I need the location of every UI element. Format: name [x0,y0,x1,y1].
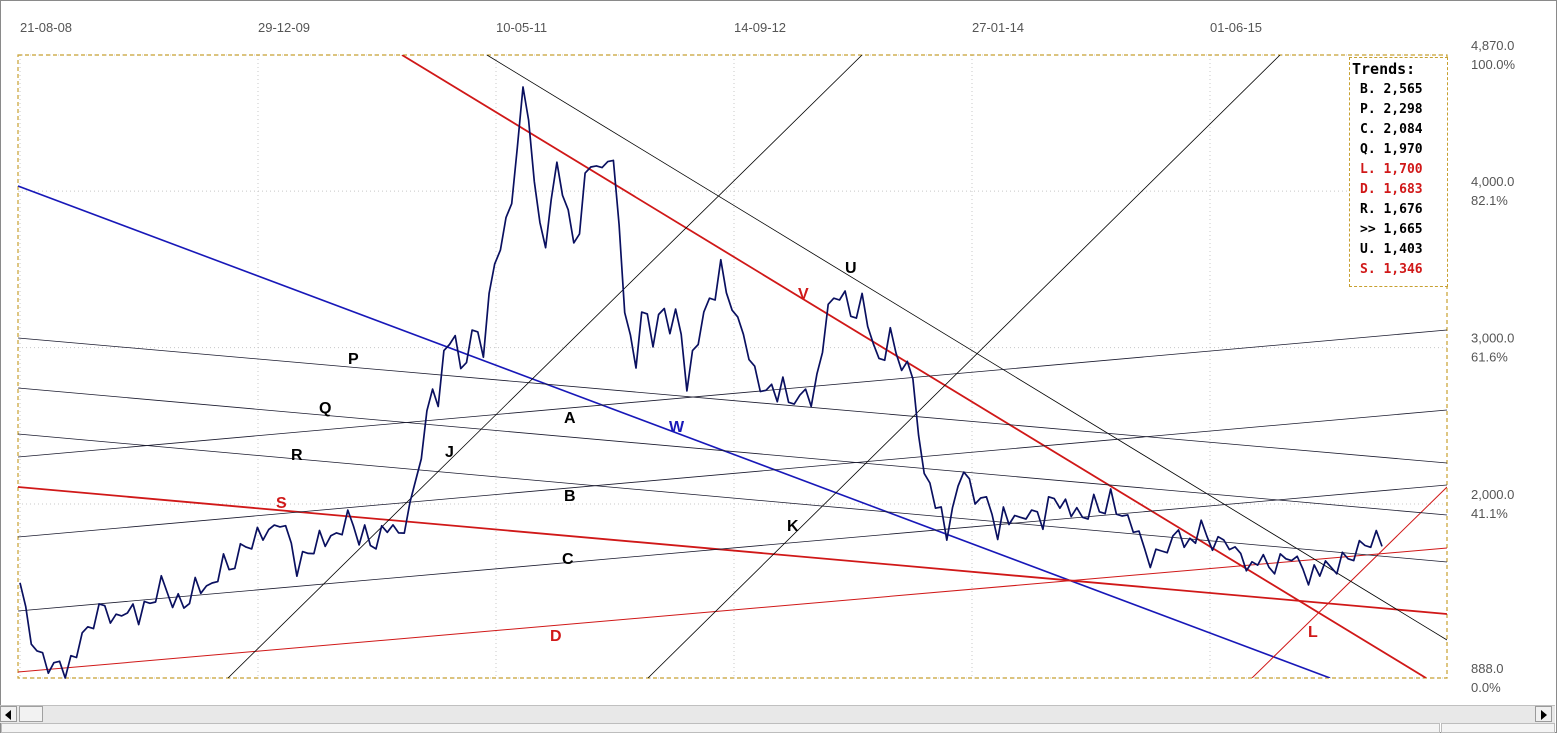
trend-legend-row: R. 1,676 [1360,202,1423,217]
trend-label-a: A [564,410,576,427]
trend-legend-key: U. [1360,242,1384,257]
trend-line-thick-red-s [18,486,1447,615]
trend-legend-value: 1,683 [1383,182,1423,197]
y-tick-label: 3,000.0 [1471,331,1514,346]
trend-label-c: C [562,551,574,568]
trend-legend-value: 1,676 [1383,202,1423,217]
y-tick-label: 2,000.0 [1471,487,1514,502]
y-tick-label: 4,870.0 [1471,38,1514,53]
x-tick-label: 29-12-09 [258,20,310,35]
trend-label-d: D [550,628,562,645]
trend-legend-row: S. 1,346 [1360,262,1423,277]
horizontal-scrollbar[interactable] [0,705,1555,723]
trend-line-black-q [18,387,1447,516]
scroll-right-button[interactable] [1535,706,1552,722]
trend-legend-value: 1,403 [1383,242,1423,257]
y-tick-percent-label: 0.0% [1471,680,1501,695]
trend-legend-row: L. 1,700 [1360,162,1423,177]
trend-line-thin-blue [18,185,1331,678]
status-cell-main [1,723,1440,733]
trends-legend-title: Trends: [1352,60,1416,78]
trend-legend-key: B. [1360,82,1384,97]
trend-label-w: W [669,419,685,436]
trend-line-black-b [18,409,1447,538]
trend-legend-key: P. [1360,102,1384,117]
trend-line-thin-red-d [18,547,1447,673]
y-tick-percent-label: 41.1% [1471,506,1508,521]
trend-legend-key: D. [1360,182,1384,197]
trend-legend-value: 2,084 [1383,122,1423,137]
trend-legend-value: 2,298 [1383,102,1423,117]
trend-legend-value: 1,665 [1383,222,1423,237]
arrow-left-icon [5,710,11,720]
scroll-thumb[interactable] [19,706,43,722]
scroll-left-button[interactable] [0,706,17,722]
trend-legend-key: C. [1360,122,1384,137]
y-tick-percent-label: 100.0% [1471,57,1516,72]
trend-label-b: B [564,488,576,505]
trend-legend-row: >> 1,665 [1360,222,1423,237]
trend-label-p: P [348,351,359,368]
trend-line-thin-red-l [1251,486,1447,678]
trend-label-u: U [845,260,857,277]
y-tick-label: 888.0 [1471,661,1504,676]
x-tick-label: 01-06-15 [1210,20,1262,35]
arrow-right-icon [1541,710,1547,720]
trend-line-black-p [18,337,1447,464]
trend-legend-value: 2,565 [1383,82,1423,97]
trend-line-black-a [18,329,1447,458]
plot-border [17,54,1448,679]
chart-canvas: 21-08-08 29-12-09 10-05-11 14-09-12 27-01-14… [17,20,1516,695]
trend-legend-row: B. 2,565 [1360,82,1423,97]
trend-legend-key: S. [1360,262,1384,277]
trend-legend-row: Q. 1,970 [1360,142,1423,157]
trend-label-r: R [291,447,303,464]
trend-label-l: L [1308,624,1318,641]
trend-line-black-j [227,55,863,678]
trend-legend-row: P. 2,298 [1360,102,1423,117]
trends-legend: Trends: B. 2,565 P. 2,298 C. 2,084 Q. 1,970… [1349,57,1448,287]
trend-label-v: V [798,286,809,303]
trend-legend-value: 1,970 [1383,142,1423,157]
x-tick-label: 21-08-08 [20,20,72,35]
price-series-line [19,86,1383,679]
y-tick-percent-label: 61.6% [1471,350,1508,365]
trend-legend-key: L. [1360,162,1384,177]
y-tick-label: 4,000.0 [1471,174,1514,189]
trend-legend-value: 1,346 [1383,262,1423,277]
trend-label-j: J [445,444,454,461]
status-cell-side [1441,723,1555,733]
trend-legend-row: D. 1,683 [1360,182,1423,197]
x-tick-label: 14-09-12 [734,20,786,35]
trend-label-q: Q [319,400,331,417]
trend-legend-row: C. 2,084 [1360,122,1423,137]
trend-line-black-k [647,55,1281,678]
trend-legend-value: 1,700 [1383,162,1423,177]
trend-line-thick-red-v [401,55,1427,678]
trend-line-black-u [486,55,1447,641]
trend-legend-key: Q. [1360,142,1384,157]
trend-line-black-c [18,484,1447,612]
y-tick-percent-label: 82.1% [1471,193,1508,208]
trend-label-k: K [787,518,799,535]
trend-legend-key: R. [1360,202,1384,217]
x-tick-label: 27-01-14 [972,20,1024,35]
x-tick-label: 10-05-11 [496,20,547,35]
trend-legend-key: >> [1360,222,1384,237]
trend-legend-row: U. 1,403 [1360,242,1423,257]
trend-label-s: S [276,495,287,512]
